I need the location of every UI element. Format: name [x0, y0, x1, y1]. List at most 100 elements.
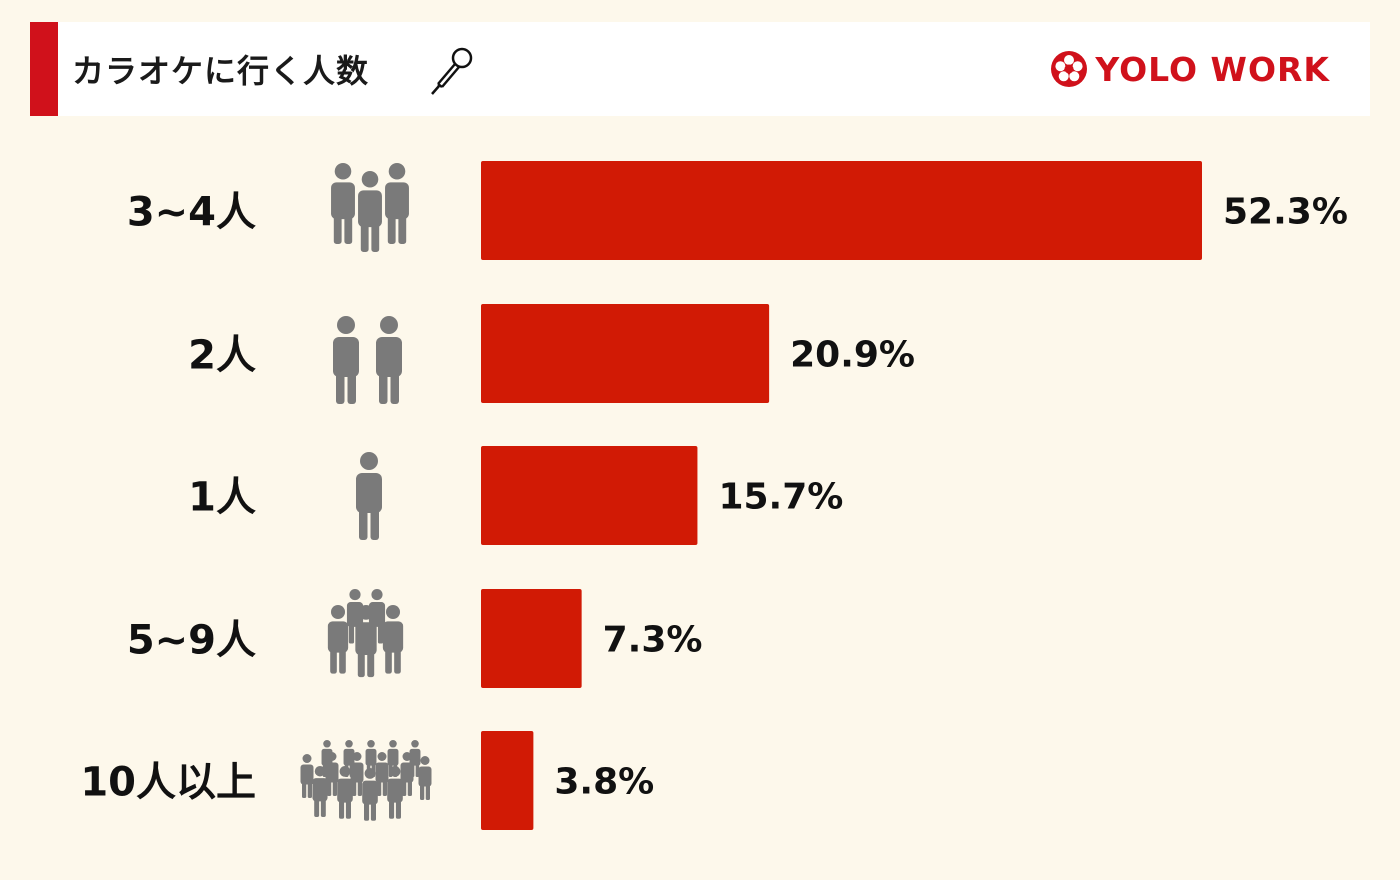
chart-title: カラオケに行く人数	[72, 52, 370, 90]
chart-header: カラオケに行く人数 YOLO WORK	[30, 22, 1370, 116]
person-torso	[312, 778, 328, 802]
person-leg-right	[415, 762, 420, 777]
bar	[481, 304, 770, 403]
crowd-icon	[300, 740, 432, 821]
person-head	[358, 605, 374, 620]
person-figure	[350, 752, 364, 796]
person-torso	[382, 621, 404, 653]
person-leg-left	[339, 798, 345, 819]
person-head	[339, 766, 351, 777]
person-leg-right	[382, 779, 387, 796]
person-torso	[325, 762, 339, 783]
person-head	[371, 589, 383, 601]
category-label: 1人	[188, 475, 256, 521]
person-head	[420, 756, 430, 765]
person-figure	[300, 754, 314, 798]
person-torso	[375, 762, 389, 783]
person-leg-right	[347, 370, 356, 404]
person-leg-left	[333, 212, 342, 244]
person-figure	[325, 752, 339, 796]
person-leg-right	[370, 506, 379, 540]
person-head	[402, 752, 412, 761]
person-leg-left	[360, 220, 369, 252]
bar	[481, 446, 698, 545]
person-torso	[343, 748, 355, 766]
person-leg-left	[385, 647, 392, 674]
person-figure	[331, 163, 355, 244]
person-figure	[382, 605, 404, 674]
person-leg-right	[371, 220, 380, 252]
person-head	[389, 766, 401, 777]
person-figure	[387, 766, 403, 819]
person-leg-left	[364, 800, 370, 821]
person-figure	[376, 316, 402, 404]
person-leg-right	[407, 779, 412, 796]
person-figure	[327, 605, 349, 674]
person-figure	[312, 766, 328, 818]
person-leg-right	[339, 647, 346, 674]
person-figure	[355, 605, 377, 678]
person-leg-left	[420, 783, 425, 800]
person-leg-left	[302, 781, 307, 798]
person-leg-right	[395, 798, 401, 819]
person-figure	[400, 752, 414, 796]
yolo-work-logo: YOLO WORK	[1049, 46, 1330, 92]
category-label: 10人以上	[80, 760, 256, 806]
person-torso	[346, 602, 364, 627]
person-leg-left	[402, 779, 407, 796]
person-torso	[355, 622, 377, 656]
person-leg-right	[344, 212, 353, 244]
value-label: 3.8%	[554, 762, 654, 803]
person-head	[388, 163, 406, 180]
person-torso	[385, 182, 409, 220]
person-leg-left	[389, 798, 395, 819]
group-icon	[327, 589, 404, 678]
person-figure	[362, 768, 378, 821]
person-leg-right	[370, 800, 376, 821]
person-torso	[418, 766, 432, 787]
person-leg-left	[314, 797, 320, 818]
person-leg-left	[352, 779, 357, 796]
person-figure	[358, 171, 382, 252]
category-label: 2人	[188, 333, 256, 379]
person-head	[337, 316, 355, 334]
value-label: 52.3%	[1223, 192, 1348, 233]
person-torso	[358, 190, 382, 228]
person-leg-right	[425, 783, 430, 800]
person-head	[349, 589, 361, 601]
person-leg-right	[394, 647, 401, 674]
one-person-icon	[356, 452, 382, 540]
person-torso	[331, 182, 355, 220]
person-torso	[300, 764, 314, 785]
person-figure	[356, 452, 382, 540]
header-accent-bar	[30, 22, 58, 116]
person-torso	[387, 778, 403, 803]
person-head	[411, 740, 419, 748]
person-head	[385, 605, 401, 620]
person-torso	[368, 602, 386, 627]
bar	[481, 589, 582, 688]
person-torso	[333, 337, 359, 377]
person-head	[364, 768, 376, 779]
person-figure	[375, 752, 389, 796]
value-label: 20.9%	[790, 335, 915, 376]
person-head	[302, 754, 312, 763]
person-figure	[333, 316, 359, 404]
person-head	[367, 740, 375, 748]
person-leg-left	[377, 779, 382, 796]
person-head	[327, 752, 337, 761]
microphone-icon	[431, 47, 473, 95]
person-leg-right	[320, 797, 326, 818]
person-head	[323, 740, 331, 748]
person-torso	[409, 748, 421, 766]
bar	[481, 731, 534, 830]
person-head	[334, 163, 352, 180]
person-leg-left	[330, 647, 337, 674]
person-leg-left	[336, 370, 345, 404]
person-leg-right	[307, 781, 312, 798]
person-head	[330, 605, 346, 620]
person-leg-right	[390, 370, 399, 404]
person-torso	[362, 780, 378, 805]
person-figure	[418, 756, 432, 800]
person-head	[377, 752, 387, 761]
